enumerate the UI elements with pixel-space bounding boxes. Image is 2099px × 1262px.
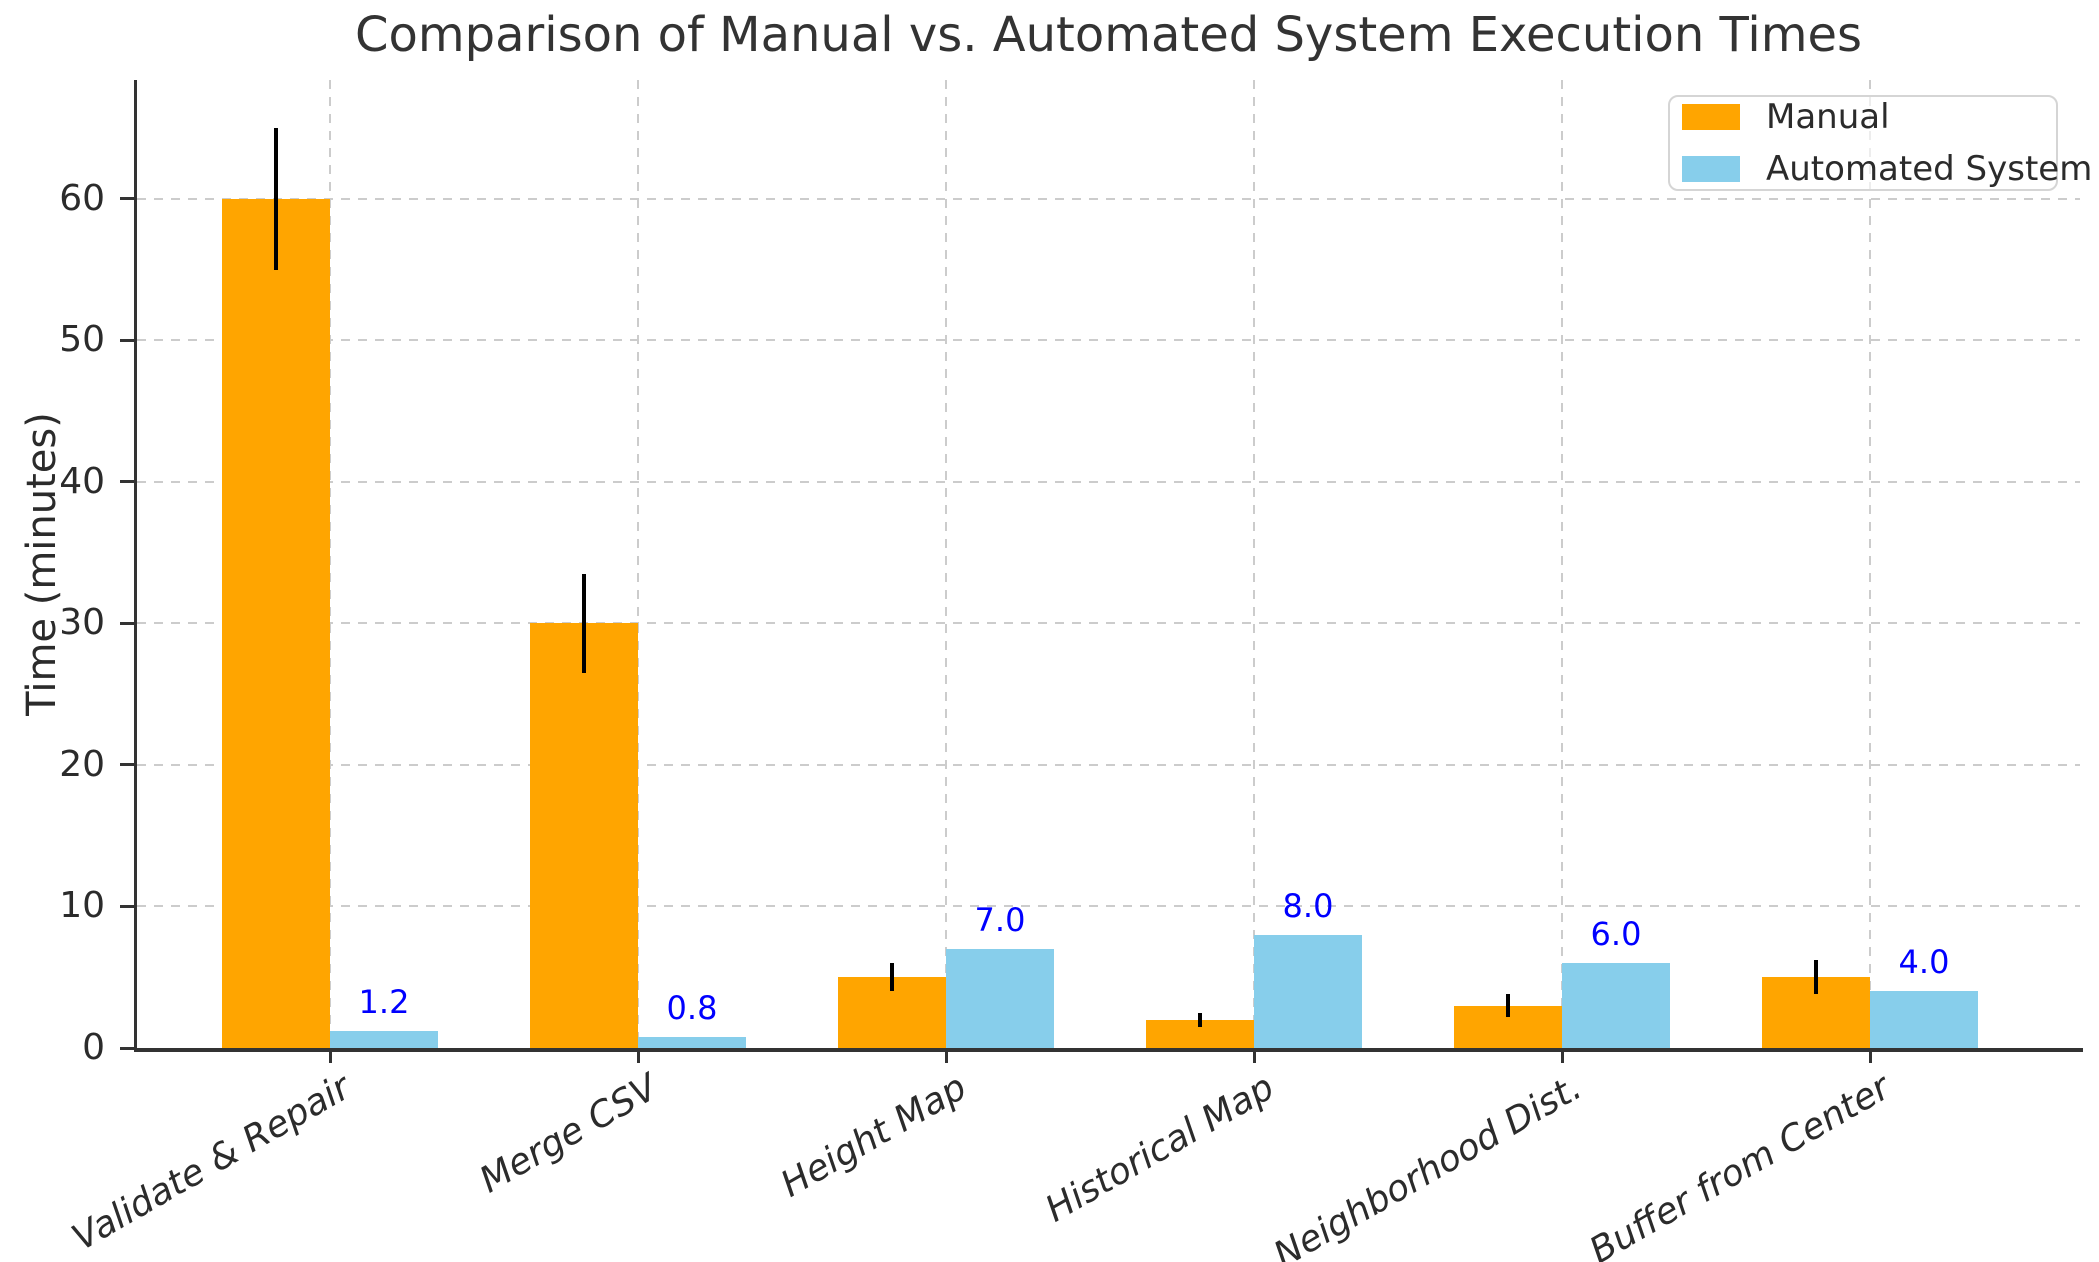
- manual-bar: [530, 623, 638, 1048]
- x-tick-label-merge-csv: Merge CSV: [473, 1066, 665, 1202]
- x-tick: [1560, 1051, 1564, 1063]
- y-tick-label: 0: [82, 1027, 105, 1068]
- y-tick: [120, 621, 137, 625]
- automated-system-bar: [946, 948, 1054, 1048]
- y-gridline: [137, 905, 2080, 908]
- y-tick-label: 30: [59, 602, 105, 644]
- error-bar: [1506, 994, 1510, 1017]
- value-label: 4.0: [1898, 943, 1950, 982]
- manual-bar: [222, 198, 330, 1048]
- x-tick-label-historical-map: Historical Map: [1038, 1066, 1281, 1231]
- x-gridline: [329, 80, 331, 1048]
- value-label: 6.0: [1590, 915, 1642, 954]
- error-bar: [274, 128, 278, 270]
- x-tick-label-validate-repair: Validate & Repair: [65, 1066, 358, 1260]
- x-tick: [944, 1051, 948, 1063]
- value-label: 7.0: [974, 900, 1026, 939]
- y-tick-label: 50: [59, 319, 105, 361]
- y-tick-label: 40: [59, 460, 105, 502]
- x-gridline: [637, 80, 639, 1048]
- y-gridline: [137, 763, 2080, 766]
- automated-system-bar: [330, 1031, 438, 1048]
- error-bar: [582, 573, 586, 673]
- y-gridline: [137, 480, 2080, 483]
- legend-label-manual: Manual: [1766, 97, 1890, 137]
- y-tick: [120, 197, 137, 201]
- x-gridline: [1869, 80, 1871, 1048]
- value-label: 8.0: [1282, 886, 1334, 925]
- y-tick: [120, 763, 137, 767]
- error-bar: [1198, 1012, 1202, 1027]
- legend-swatch-manual: [1682, 104, 1740, 130]
- value-label: 1.2: [358, 983, 410, 1022]
- y-axis-spine: [134, 80, 137, 1052]
- x-tick-label-height-map: Height Map: [773, 1066, 973, 1206]
- legend-label-automated-system: Automated System: [1766, 149, 2093, 189]
- error-bar: [890, 963, 894, 992]
- y-gridline: [137, 339, 2080, 342]
- y-gridline: [137, 197, 2080, 200]
- y-tick-label: 10: [59, 885, 105, 927]
- legend: Manual Automated System: [1668, 95, 2092, 191]
- x-tick-label-buffer-from-center: Buffer from Center: [1582, 1066, 1897, 1262]
- y-tick-label: 60: [59, 177, 105, 219]
- value-label: 0.8: [666, 988, 718, 1027]
- x-gridline: [945, 80, 947, 1048]
- x-gridline: [1561, 80, 1563, 1048]
- legend-item-manual: Manual: [1682, 97, 2044, 137]
- y-tick: [120, 1046, 137, 1050]
- y-tick-label: 20: [59, 743, 105, 785]
- y-gridline: [137, 622, 2080, 625]
- x-tick: [328, 1051, 332, 1063]
- error-bar: [1814, 960, 1818, 995]
- x-tick-label-neighborhood-dist: Neighborhood Dist.: [1267, 1066, 1589, 1262]
- y-tick: [120, 904, 137, 908]
- automated-system-bar: [1870, 991, 1978, 1048]
- x-tick: [1868, 1051, 1872, 1063]
- legend-item-automated-system: Automated System: [1682, 149, 2092, 189]
- x-tick: [636, 1051, 640, 1063]
- legend-swatch-automated-system: [1682, 156, 1740, 182]
- automated-system-bar: [1254, 934, 1362, 1048]
- x-axis-spine: [134, 1048, 2083, 1052]
- y-tick: [120, 480, 137, 484]
- automated-system-bar: [1562, 963, 1670, 1048]
- x-gridline: [1253, 80, 1255, 1048]
- chart-title: Comparison of Manual vs. Automated Syste…: [354, 7, 1862, 63]
- x-tick: [1252, 1051, 1256, 1063]
- y-tick: [120, 338, 137, 342]
- automated-system-bar: [638, 1036, 746, 1048]
